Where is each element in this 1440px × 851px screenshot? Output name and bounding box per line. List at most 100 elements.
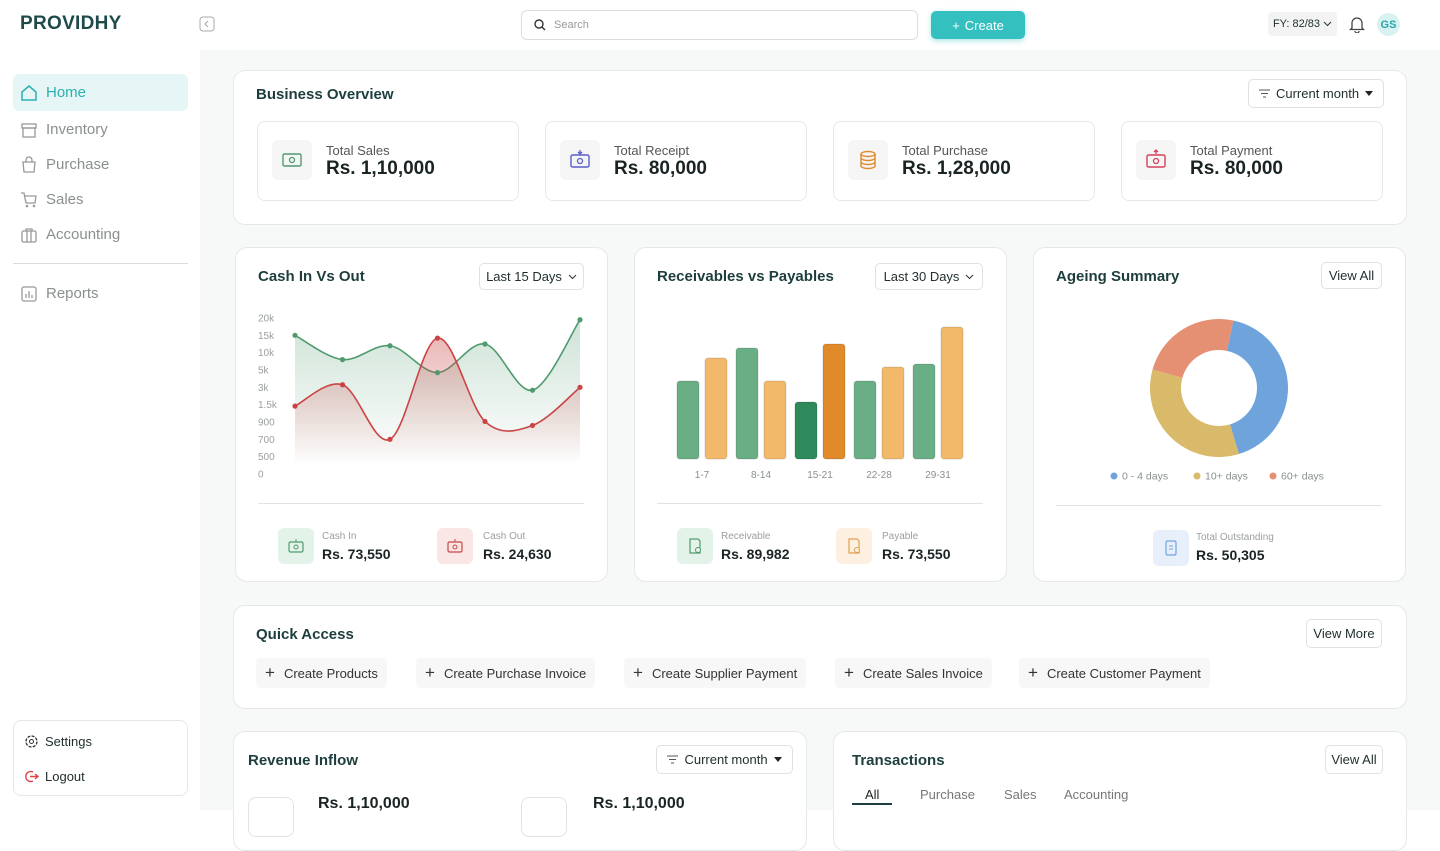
y-tick-label: 5k: [258, 366, 270, 377]
nav-icon: [21, 192, 37, 208]
summary-value: Rs. 73,550: [882, 546, 951, 562]
point: [529, 422, 536, 429]
filter-dropdown[interactable]: Current month: [656, 745, 793, 774]
stat-icon: [1136, 140, 1176, 180]
point: [434, 335, 441, 341]
quick-action-label: Create Customer Payment: [1046, 665, 1201, 681]
plus-icon: +: [425, 663, 435, 682]
logout-link[interactable]: Logout: [45, 769, 85, 784]
stat-label: Total Receipt: [614, 143, 690, 158]
bar-chart: 1-7 8-14 15-21 22-28 29-31: [676, 326, 964, 481]
card-title: Ageing Summary: [1056, 268, 1180, 285]
divider: [258, 503, 584, 504]
revenue-icon: [248, 797, 294, 837]
quick-action-label: Create Products: [283, 665, 378, 681]
revenue-amount: Rs. 1,10,000: [318, 795, 410, 812]
bell-icon[interactable]: [1349, 15, 1365, 33]
nav-icon: [22, 156, 36, 173]
nav-icon: [21, 123, 37, 138]
point: [292, 403, 298, 409]
tab-active[interactable]: All: [865, 787, 880, 802]
stat-card: [833, 121, 1095, 201]
quick-action[interactable]: + Create Sales Invoice: [835, 658, 992, 688]
filter-label: Current month: [684, 752, 768, 767]
nav-item[interactable]: Inventory: [46, 121, 108, 138]
summary-value: Rs. 89,982: [721, 546, 790, 562]
quick-action[interactable]: + Create Supplier Payment: [624, 658, 807, 688]
cash-in-icon: [278, 528, 314, 564]
tab[interactable]: Accounting: [1064, 787, 1129, 802]
bar: [912, 363, 936, 460]
summary-label: Receivable: [721, 531, 771, 542]
nav-item[interactable]: Home: [46, 84, 87, 101]
ageing-card: [1033, 247, 1406, 582]
brand[interactable]: PROVIDHY: [20, 13, 122, 34]
cash-chart: 0 500 700 900 1.5k 3k 5k 10k 15k 20k: [258, 314, 583, 481]
caret: [1365, 91, 1374, 96]
bar: [822, 343, 846, 460]
plus-icon: +: [633, 663, 643, 682]
chevron: [1323, 21, 1332, 27]
nav-divider: [13, 263, 188, 264]
legend-label: 0 - 4 days: [1122, 471, 1168, 483]
nav-icon: [21, 286, 37, 302]
chevron: [966, 274, 974, 279]
quick-action[interactable]: + Create Purchase Invoice: [416, 658, 596, 688]
y-tick-label: 900: [258, 418, 275, 429]
view-all-button[interactable]: View All: [1321, 262, 1382, 289]
settings-icon: [25, 735, 38, 748]
legend-swatch: [1269, 472, 1277, 480]
collapse-icon[interactable]: [199, 16, 215, 32]
create-button[interactable]: + Create: [931, 11, 1025, 39]
outstanding-icon: [1153, 530, 1189, 566]
summary-label: Cash Out: [483, 531, 526, 542]
nav-item[interactable]: Purchase: [46, 156, 110, 173]
quick-action[interactable]: + Create Products: [256, 658, 387, 688]
filter-dropdown[interactable]: Current month: [1248, 79, 1384, 108]
section-title: Business Overview: [256, 86, 394, 103]
view-more-button[interactable]: View More: [1306, 619, 1382, 648]
summary-label: Payable: [882, 531, 919, 542]
point: [387, 436, 393, 442]
settings-link[interactable]: Settings: [45, 734, 92, 749]
caret: [773, 757, 782, 762]
quick-action[interactable]: + Create Customer Payment: [1019, 658, 1210, 688]
nav-active: [13, 74, 188, 111]
view-all-button[interactable]: View All: [1325, 745, 1383, 774]
period-dropdown[interactable]: Last 15 Days: [479, 263, 584, 290]
quick-access-card: [233, 605, 1407, 709]
y-tick-label: 15k: [258, 331, 275, 342]
stat-icon: [560, 140, 600, 180]
revenue-icon: [521, 797, 567, 837]
nav-item[interactable]: Reports: [46, 285, 99, 302]
point: [577, 384, 583, 390]
bar: [853, 380, 877, 460]
plus-icon: +: [1028, 663, 1038, 682]
y-tick-label: 20k: [258, 314, 275, 325]
donut-chart: 0 - 4 days 10+ days 60+ days: [1110, 319, 1324, 483]
point: [434, 370, 441, 376]
section-title: Transactions: [852, 752, 945, 769]
search-placeholder: Search: [554, 19, 589, 31]
nav-item[interactable]: Accounting: [46, 226, 121, 243]
slice: [1152, 319, 1234, 378]
x-tick-label: 1-7: [695, 470, 710, 481]
summary-value: Rs. 50,305: [1196, 547, 1265, 563]
y-tick-label: 10k: [258, 348, 275, 359]
x-tick-label: 8-14: [751, 470, 771, 481]
x-tick-label: 29-31: [925, 470, 951, 481]
period-dropdown[interactable]: Last 30 Days: [875, 263, 983, 290]
filter-label: Current month: [1275, 86, 1360, 101]
slice: [1150, 369, 1239, 457]
nav-item[interactable]: Sales: [46, 191, 84, 208]
quick-action-label: Create Supplier Payment: [651, 665, 798, 681]
avatar[interactable]: GS: [1377, 13, 1400, 36]
search-box[interactable]: Search: [521, 10, 918, 40]
tab[interactable]: Purchase: [920, 787, 975, 802]
search-icon: [534, 19, 546, 31]
tab[interactable]: Sales: [1004, 787, 1037, 802]
fiscal-year[interactable]: FY: 82/83: [1268, 12, 1337, 36]
point: [339, 382, 346, 388]
cash-out-icon: [437, 528, 473, 564]
chevron: [568, 274, 577, 279]
